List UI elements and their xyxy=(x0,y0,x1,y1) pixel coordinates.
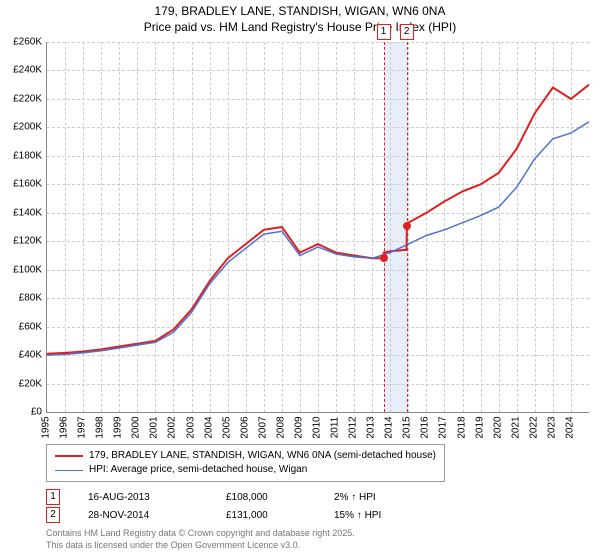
x-tick-label: 2007 xyxy=(257,416,268,438)
sale-price: £108,000 xyxy=(226,492,306,503)
x-tick-label: 1999 xyxy=(113,416,124,438)
footer-line-1: Contains HM Land Registry data © Crown c… xyxy=(46,528,355,540)
sale-pct: 15% ↑ HPI xyxy=(334,510,414,521)
x-tick-label: 2004 xyxy=(203,416,214,438)
x-tick-label: 2002 xyxy=(167,416,178,438)
x-tick-label: 2009 xyxy=(293,416,304,438)
y-tick-label: £240K xyxy=(2,65,42,76)
chart-plot-area: 12 xyxy=(46,42,589,413)
sales-table: 1 16-AUG-2013 £108,000 2% ↑ HPI 2 28-NOV-2014… xyxy=(46,488,414,524)
x-tick-label: 2023 xyxy=(546,416,557,438)
x-tick-label: 2005 xyxy=(221,416,232,438)
sale-row-marker: 2 xyxy=(46,507,60,523)
x-tick-label: 2015 xyxy=(402,416,413,438)
y-tick-label: £180K xyxy=(2,150,42,161)
title-line-1: 179, BRADLEY LANE, STANDISH, WIGAN, WN6 … xyxy=(0,4,600,20)
x-tick-label: 2016 xyxy=(420,416,431,438)
series-hpi xyxy=(47,122,589,355)
y-tick-label: £80K xyxy=(2,293,42,304)
x-tick-label: 2011 xyxy=(330,417,341,439)
y-tick-label: £100K xyxy=(2,264,42,275)
y-tick-label: £200K xyxy=(2,122,42,133)
sale-row-marker: 1 xyxy=(46,489,60,505)
y-tick-label: £220K xyxy=(2,93,42,104)
x-tick-label: 2008 xyxy=(275,416,286,438)
legend-swatch xyxy=(55,470,83,471)
sale-marker-label: 1 xyxy=(377,24,391,40)
sale-point-marker xyxy=(403,222,411,230)
x-tick-label: 1996 xyxy=(59,416,70,438)
x-tick-label: 2018 xyxy=(456,416,467,438)
sale-date: 16-AUG-2013 xyxy=(88,492,198,503)
legend-swatch xyxy=(55,455,83,457)
x-tick-label: 2020 xyxy=(492,416,503,438)
legend: 179, BRADLEY LANE, STANDISH, WIGAN, WN6 … xyxy=(46,444,445,482)
x-tick-label: 2019 xyxy=(474,416,485,438)
x-tick-label: 2003 xyxy=(185,416,196,438)
title-block: 179, BRADLEY LANE, STANDISH, WIGAN, WN6 … xyxy=(0,0,600,35)
sale-point-marker xyxy=(380,254,388,262)
footer: Contains HM Land Registry data © Crown c… xyxy=(46,528,355,551)
y-tick-label: £40K xyxy=(2,350,42,361)
legend-label: HPI: Average price, semi-detached house,… xyxy=(89,463,307,477)
legend-item: HPI: Average price, semi-detached house,… xyxy=(55,463,436,477)
x-tick-label: 2001 xyxy=(149,416,160,438)
y-tick-label: £60K xyxy=(2,321,42,332)
footer-line-2: This data is licensed under the Open Gov… xyxy=(46,540,355,552)
x-tick-label: 2017 xyxy=(438,416,449,438)
sale-marker-label: 2 xyxy=(400,24,414,40)
x-tick-label: 2021 xyxy=(510,416,521,438)
legend-label: 179, BRADLEY LANE, STANDISH, WIGAN, WN6 … xyxy=(89,449,436,463)
x-tick-label: 2006 xyxy=(239,416,250,438)
sale-date: 28-NOV-2014 xyxy=(88,510,198,521)
y-tick-label: £140K xyxy=(2,207,42,218)
x-tick-label: 1995 xyxy=(41,416,52,438)
sale-pct: 2% ↑ HPI xyxy=(334,492,414,503)
y-tick-label: £0 xyxy=(2,407,42,418)
x-tick-label: 2010 xyxy=(312,416,323,438)
y-tick-label: £20K xyxy=(2,378,42,389)
x-tick-label: 2013 xyxy=(366,416,377,438)
series-svg xyxy=(47,42,589,412)
y-tick-label: £260K xyxy=(2,37,42,48)
x-tick-label: 2024 xyxy=(564,416,575,438)
y-tick-label: £160K xyxy=(2,179,42,190)
series-price_paid xyxy=(47,85,589,354)
legend-item: 179, BRADLEY LANE, STANDISH, WIGAN, WN6 … xyxy=(55,449,436,463)
x-tick-label: 1998 xyxy=(95,416,106,438)
x-tick-label: 2022 xyxy=(528,416,539,438)
sale-vline xyxy=(384,42,385,412)
x-tick-label: 2012 xyxy=(348,416,359,438)
title-line-2: Price paid vs. HM Land Registry's House … xyxy=(0,20,600,36)
sale-row: 2 28-NOV-2014 £131,000 15% ↑ HPI xyxy=(46,506,414,524)
chart-container: 179, BRADLEY LANE, STANDISH, WIGAN, WN6 … xyxy=(0,0,600,560)
sale-price: £131,000 xyxy=(226,510,306,521)
y-tick-label: £120K xyxy=(2,236,42,247)
x-tick-label: 2014 xyxy=(384,416,395,438)
x-tick-label: 1997 xyxy=(77,416,88,438)
sale-row: 1 16-AUG-2013 £108,000 2% ↑ HPI xyxy=(46,488,414,506)
x-tick-label: 2000 xyxy=(131,416,142,438)
